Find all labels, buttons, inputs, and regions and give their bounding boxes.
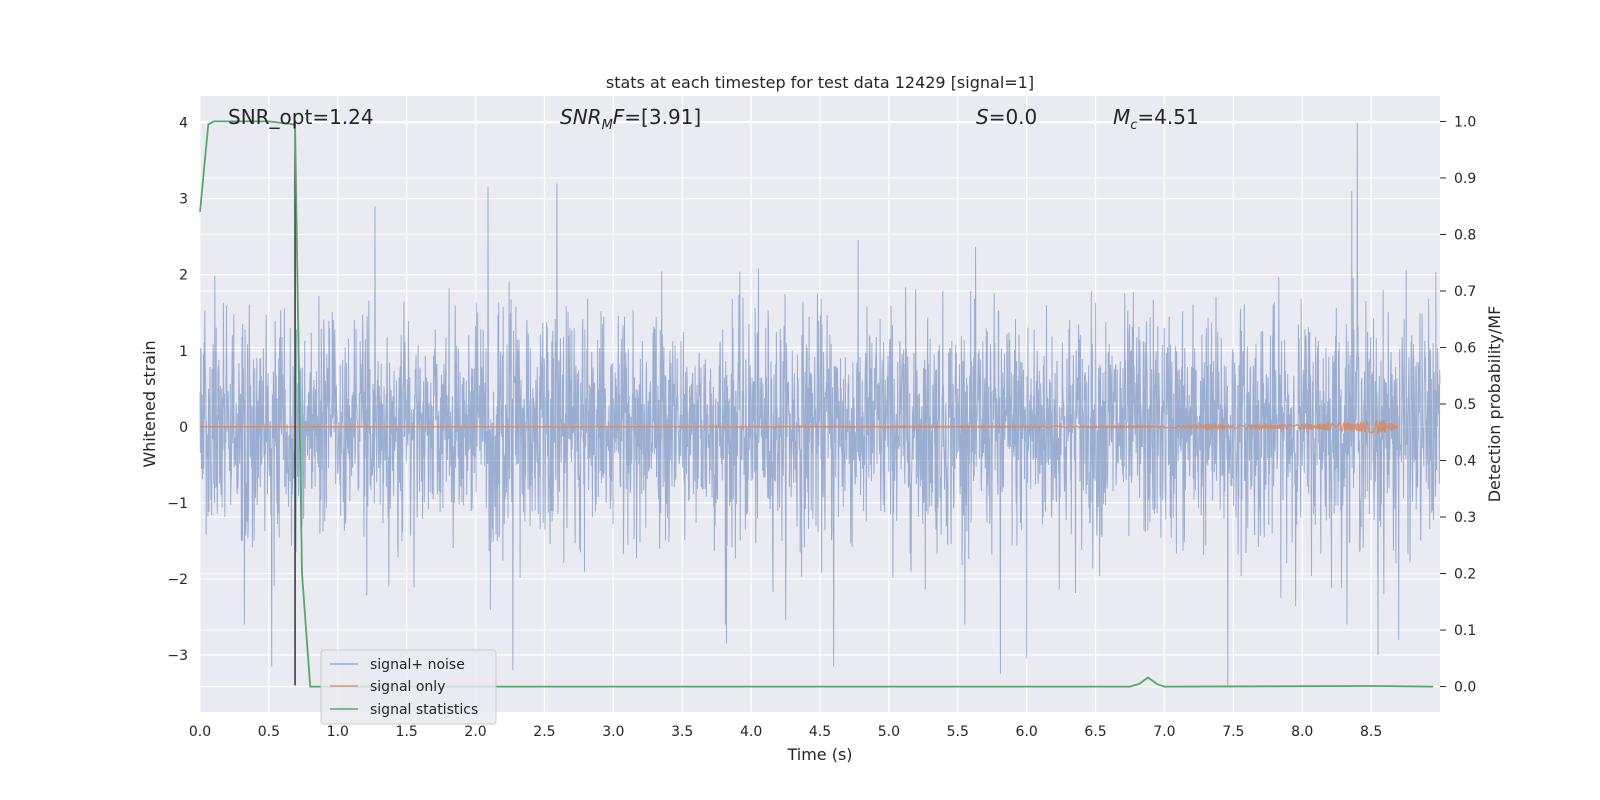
x-tick-label: 2.0 — [464, 724, 486, 740]
y-tick-label: 4 — [179, 116, 188, 132]
x-tick-label: 4.5 — [809, 724, 831, 740]
x-tick-label: 5.5 — [947, 724, 969, 740]
x-tick-label: 2.5 — [533, 724, 555, 740]
x-tick-labels: 0.0 0.5 1.0 1.5 2.0 2.5 3.0 3.5 4.0 4.5 5.0 5.5 6.0 6… — [189, 724, 1382, 740]
y-tick-label: 0 — [179, 420, 188, 436]
chart-title: stats at each timestep for test data 124… — [606, 73, 1034, 92]
x-tick-label: 1.5 — [396, 724, 418, 740]
right-y-tick-label: 0.4 — [1454, 454, 1476, 470]
annotation-mc: Mc=4.51 — [1113, 105, 1199, 133]
y-tick-label: 3 — [179, 192, 188, 208]
x-tick-label: 5.0 — [878, 724, 900, 740]
right-y-tick-label: 0.6 — [1454, 340, 1476, 356]
annotation-snr-opt: SNR_opt=1.24 — [228, 105, 374, 129]
right-y-tick-label: 0.9 — [1454, 171, 1476, 187]
right-y-tick-label: 0.5 — [1454, 397, 1476, 413]
legend-label-signal-noise: signal+ noise — [370, 657, 465, 673]
legend-box — [320, 649, 497, 725]
y-tick-label: −3 — [167, 648, 188, 664]
right-y-tick-label: 0.8 — [1454, 227, 1476, 243]
legend-label-signal-only: signal only — [370, 679, 445, 695]
x-tick-label: 0.5 — [258, 724, 280, 740]
right-y-tick-label: 0.0 — [1454, 680, 1476, 696]
x-tick-label: 6.0 — [1016, 724, 1038, 740]
right-y-tick-label: 0.2 — [1454, 567, 1476, 583]
legend-label-signal-statistics: signal statistics — [370, 702, 478, 718]
right-y-tick-label: 0.1 — [1454, 623, 1476, 639]
x-tick-label: 4.0 — [740, 724, 762, 740]
right-y-tick-labels: 0.0 0.1 0.2 0.3 0.4 0.5 0.6 0.7 0.8 0.9 1.0 — [1454, 114, 1476, 695]
x-tick-label: 0.0 — [189, 724, 211, 740]
x-axis-label: Time (s) — [786, 745, 852, 764]
right-y-tick-label: 1.0 — [1454, 114, 1476, 130]
series-signal-only — [200, 419, 1399, 434]
y-tick-label: 1 — [179, 344, 188, 360]
y-tick-label: 2 — [179, 268, 188, 284]
y-tick-label: −2 — [167, 572, 188, 588]
x-tick-label: 3.5 — [671, 724, 693, 740]
x-tick-label: 3.0 — [602, 724, 624, 740]
x-tick-label: 7.0 — [1153, 724, 1175, 740]
legend: signal+ noise signal only signal statist… — [320, 649, 497, 725]
right-y-tick-label: 0.7 — [1454, 284, 1476, 300]
x-tick-label: 8.5 — [1360, 724, 1382, 740]
right-y-axis-label: Detection probability/MF — [1485, 306, 1504, 503]
y-tick-label: −1 — [167, 496, 188, 512]
x-tick-label: 1.0 — [327, 724, 349, 740]
annotation-s: S=0.0 — [976, 105, 1037, 129]
x-tick-label: 7.5 — [1222, 724, 1244, 740]
x-tick-label: 8.0 — [1291, 724, 1313, 740]
x-tick-label: 6.5 — [1084, 724, 1106, 740]
y-axis-label: Whitened strain — [140, 340, 159, 467]
y-tick-labels: −3 −2 −1 0 1 2 3 4 — [167, 116, 188, 664]
right-y-tick-label: 0.3 — [1454, 510, 1476, 526]
signal-noise-trace — [199, 122, 1441, 686]
annotation-snr-mf: SNRMF=[3.91] — [560, 105, 701, 133]
signal-only-trace — [200, 419, 1399, 434]
series-signal-noise — [199, 122, 1441, 686]
